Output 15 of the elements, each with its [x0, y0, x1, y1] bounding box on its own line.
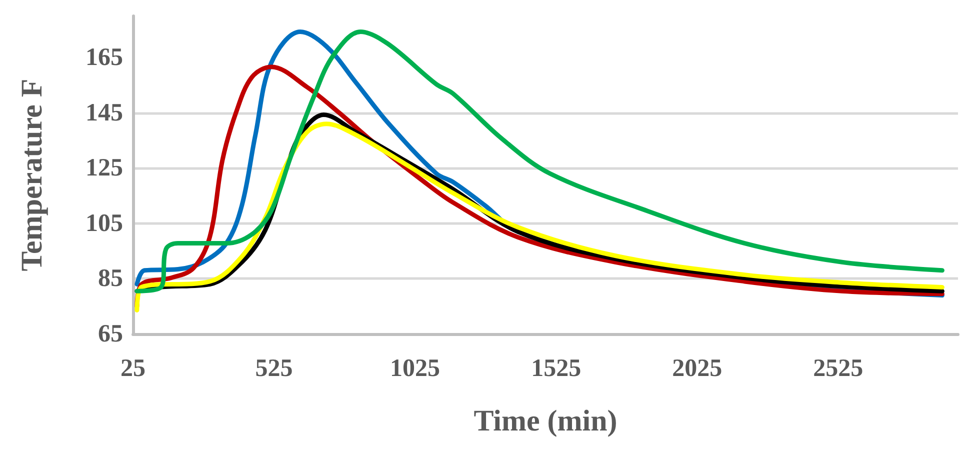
y-tick-label: 65 — [98, 320, 123, 348]
line-series — [134, 64, 944, 309]
y-tick-label: 145 — [86, 99, 123, 126]
x-tick-label: 1525 — [531, 355, 582, 382]
y-axis-title: Temperature F — [16, 78, 48, 272]
y-tick-label: 85 — [98, 265, 123, 292]
x-tick-label: 2525 — [813, 355, 864, 382]
x-tick-label: 25 — [120, 355, 146, 382]
x-axis-title: Time (min) — [474, 404, 618, 438]
x-tick-label: 2025 — [672, 355, 722, 382]
y-tick-label: 125 — [86, 154, 123, 182]
y-tick-label: 105 — [86, 210, 123, 237]
x-tick-label: 1025 — [390, 355, 440, 382]
x-tick-label: 525 — [255, 355, 293, 382]
y-tick-label: 165 — [86, 44, 123, 71]
